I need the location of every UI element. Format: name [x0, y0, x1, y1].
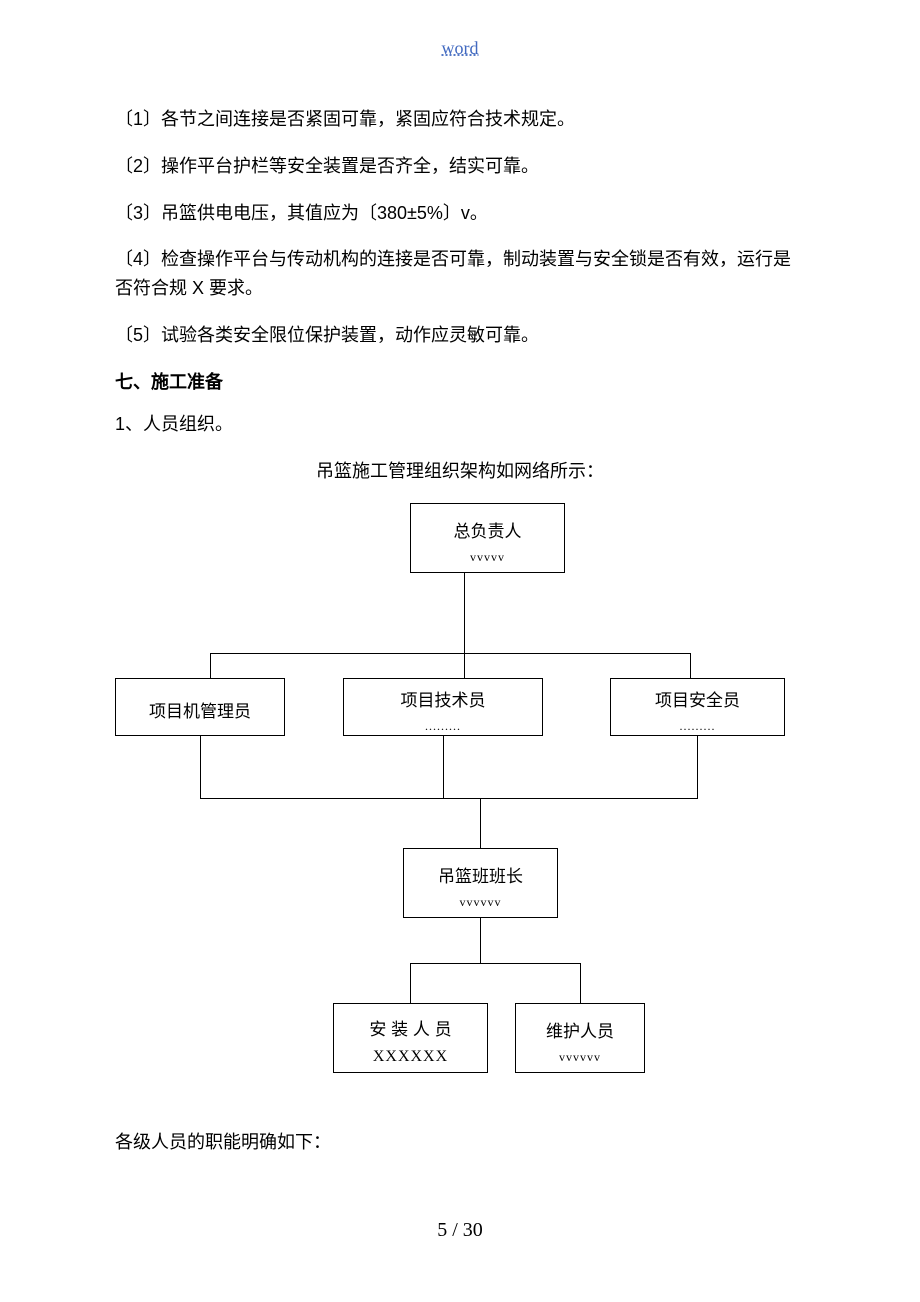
footer-text: 各级人员的职能明确如下： [115, 1128, 805, 1154]
org-node-label: 安 装 人 员 [334, 1009, 487, 1040]
org-node-label: 项目机管理员 [116, 691, 284, 722]
connector [480, 798, 481, 848]
org-node-root: 总负责人 vvvvv [410, 503, 565, 573]
section-heading: 七、施工准备 [115, 368, 805, 394]
connector [480, 918, 481, 963]
connector [200, 736, 201, 798]
org-node-mgr: 项目机管理员 [115, 678, 285, 736]
org-node-sublabel: ......... [344, 719, 542, 734]
org-node-label: 吊篮班班长 [404, 856, 557, 887]
subsection: 1、人员组织。 [115, 410, 805, 439]
page-number: 5 / 30 [437, 1219, 483, 1242]
paragraph-3: 〔3〕吊篮供电电压，其值应为〔380±5%〕v。 [115, 199, 805, 228]
org-node-label: 项目技术员 [344, 680, 542, 711]
connector [210, 653, 211, 678]
content-area: 〔1〕各节之间连接是否紧固可靠，紧固应符合技术规定。 〔2〕操作平台护栏等安全装… [115, 105, 805, 1103]
org-node-lead: 吊篮班班长 vvvvvv [403, 848, 558, 918]
paragraph-1: 〔1〕各节之间连接是否紧固可靠，紧固应符合技术规定。 [115, 105, 805, 134]
header-label: word [442, 38, 479, 59]
org-node-label: 维护人员 [516, 1011, 644, 1042]
paragraph-2: 〔2〕操作平台护栏等安全装置是否齐全，结实可靠。 [115, 152, 805, 181]
paragraph-5: 〔5〕试验各类安全限位保护装置，动作应灵敏可靠。 [115, 321, 805, 350]
chart-title: 吊篮施工管理组织架构如网络所示： [115, 457, 805, 483]
connector [410, 963, 580, 964]
paragraph-4: 〔4〕检查操作平台与传动机构的连接是否可靠，制动装置与安全锁是否有效，运行是否符… [115, 245, 805, 303]
connector [443, 736, 444, 798]
org-node-label: 总负责人 [411, 511, 564, 542]
org-node-tech: 项目技术员......... [343, 678, 543, 736]
connector [580, 963, 581, 1003]
page-total: 30 [463, 1219, 483, 1241]
page-separator: / [447, 1219, 463, 1241]
org-node-sublabel: vvvvv [411, 550, 564, 565]
org-node-label: 项目安全员 [611, 680, 784, 711]
org-node-sublabel: XXXXXX [334, 1048, 487, 1066]
connector [410, 963, 411, 1003]
org-node-maint: 维护人员 vvvvvv [515, 1003, 645, 1073]
page-current: 5 [437, 1219, 447, 1241]
org-node-safe: 项目安全员......... [610, 678, 785, 736]
connector [697, 736, 698, 798]
org-node-sublabel: vvvvvv [516, 1050, 644, 1065]
connector [690, 653, 691, 678]
org-node-sublabel: ......... [611, 719, 784, 734]
connector [210, 653, 690, 654]
org-chart: 总负责人vvvvv项目机管理员项目技术员.........项目安全员......… [115, 503, 805, 1103]
connector [464, 653, 465, 678]
org-node-sublabel: vvvvvv [404, 895, 557, 910]
connector [200, 798, 698, 799]
connector [464, 573, 465, 653]
org-node-inst: 安 装 人 员 XXXXXX [333, 1003, 488, 1073]
